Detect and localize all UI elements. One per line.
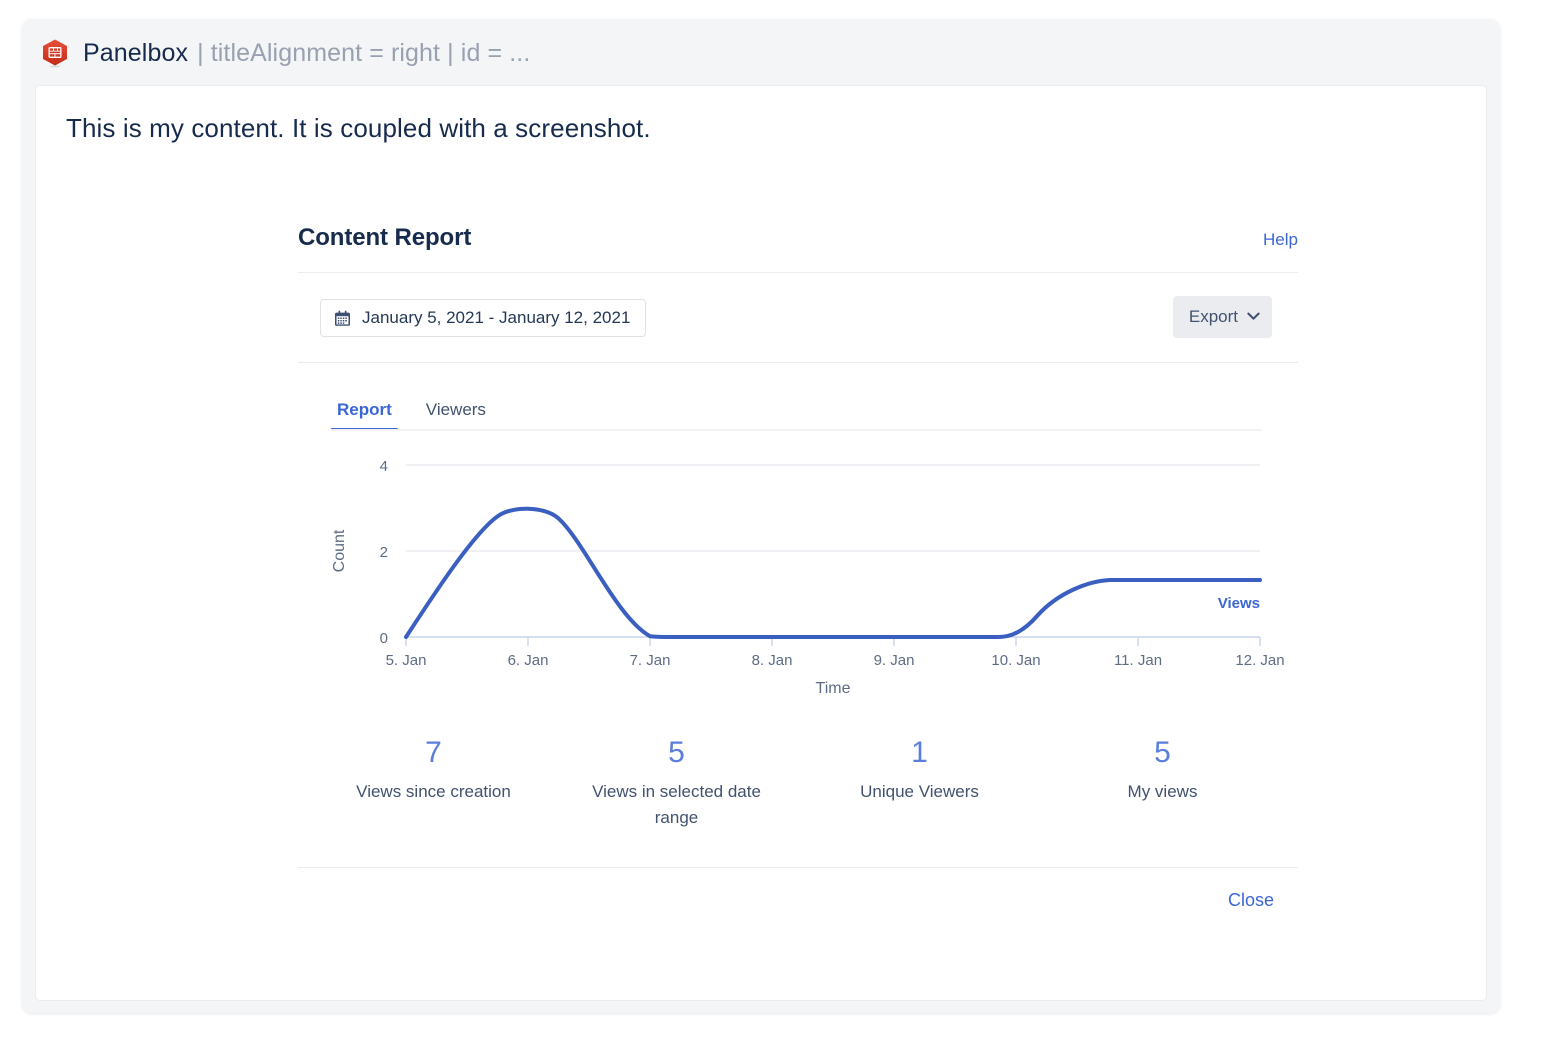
xtick-2: 7. Jan — [630, 652, 671, 669]
export-button-label: Export — [1188, 307, 1238, 326]
report-footer: Close — [298, 868, 1298, 936]
tab-report[interactable]: Report — [331, 400, 398, 431]
stat-views-since-creation: 7 Views since creation — [312, 733, 555, 831]
ytick-4: 4 — [380, 458, 388, 475]
xtick-7: 12. Jan — [1235, 652, 1284, 669]
chevron-down-icon — [1247, 308, 1260, 326]
panelbox-hexagon-icon — [40, 38, 70, 68]
xtick-3: 8. Jan — [752, 652, 793, 669]
xtick-6: 11. Jan — [1114, 652, 1162, 669]
stat-value: 7 — [425, 736, 442, 769]
calendar-icon — [334, 310, 351, 327]
date-range-value: January 5, 2021 - January 12, 2021 — [362, 308, 631, 327]
tab-viewers[interactable]: Viewers — [425, 400, 486, 419]
report-stats: 7 Views since creation 5 Views in select… — [298, 733, 1298, 831]
panel-title-strong: Panelbox — [83, 38, 189, 67]
controls-divider — [298, 362, 1298, 363]
chart-svg: 4 2 0 Count — [331, 458, 1285, 697]
stat-unique-viewers: 1 Unique Viewers — [798, 733, 1041, 831]
stat-label: Views since creation — [356, 782, 511, 801]
series-views-line — [404, 506, 1262, 639]
views-line-chart: 4 2 0 Count — [298, 441, 1298, 711]
tabs-underline — [331, 429, 1262, 431]
series-label-views: Views — [1218, 595, 1260, 612]
panel-header: Panelbox | titleAlignment = right | id =… — [22, 19, 1500, 87]
x-tick-labels: 5. Jan 6. Jan 7. Jan 8. Jan 9. Jan 10. J… — [386, 652, 1285, 669]
xtick-1: 6. Jan — [508, 652, 549, 669]
report-tabs: Report Viewers — [298, 389, 1298, 431]
x-axis-label: Time — [816, 680, 851, 697]
stat-label: My views — [1127, 782, 1198, 801]
content-paragraph: This is my content. It is coupled with a… — [66, 113, 651, 143]
stat-views-in-range: 5 Views in selected date range — [555, 733, 798, 831]
ytick-2: 2 — [380, 544, 388, 561]
stat-value: 1 — [911, 736, 928, 769]
xtick-5: 10. Jan — [991, 652, 1040, 669]
close-button[interactable]: Close — [1227, 890, 1274, 910]
stat-value: 5 — [668, 736, 685, 769]
report-controls: January 5, 2021 - January 12, 2021 Expor… — [298, 273, 1298, 362]
help-link[interactable]: Help — [1263, 230, 1298, 249]
ytick-0: 0 — [380, 630, 388, 647]
content-card: This is my content. It is coupled with a… — [35, 85, 1487, 1001]
stat-label: Views in selected date range — [592, 782, 761, 827]
export-button[interactable]: Export — [1172, 296, 1272, 338]
header-divider — [298, 272, 1298, 273]
xtick-4: 9. Jan — [874, 652, 915, 669]
date-range-picker[interactable]: January 5, 2021 - January 12, 2021 — [320, 299, 647, 337]
y-axis-label: Count — [331, 529, 348, 572]
panel-title-muted: | titleAlignment = right | id = ... — [197, 38, 531, 67]
panelbox: Panelbox | titleAlignment = right | id =… — [22, 19, 1500, 1013]
stat-label: Unique Viewers — [860, 782, 979, 801]
content-report-panel: Content Report Help — [298, 216, 1298, 936]
report-title: Content Report — [298, 224, 472, 251]
panel-title: Panelbox | titleAlignment = right | id =… — [83, 39, 530, 68]
stat-my-views: 5 My views — [1041, 733, 1284, 831]
xtick-0: 5. Jan — [386, 652, 427, 669]
stat-value: 5 — [1154, 736, 1171, 769]
footer-divider — [298, 867, 1298, 868]
report-header: Content Report Help — [298, 216, 1298, 272]
